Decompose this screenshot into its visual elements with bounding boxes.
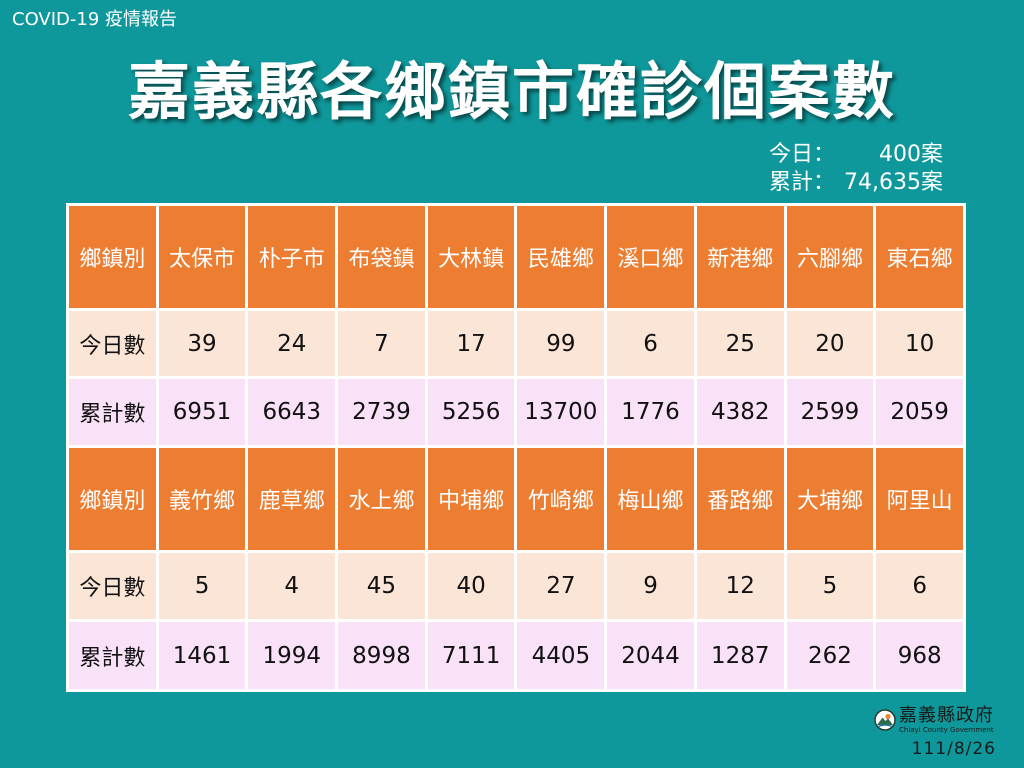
- report-date: 111/8/26: [911, 739, 996, 759]
- district-name-cell: 竹崎鄉: [517, 448, 605, 550]
- today-label: 今日：: [769, 142, 836, 167]
- today-count-cell: 27: [517, 553, 605, 619]
- district-name-cell: 義竹鄉: [158, 448, 246, 550]
- case-table: 鄉鎮別 太保市 朴子市 布袋鎮 大林鎮 民雄鄉 溪口鄉 新港鄉 六腳鄉 東石鄉 今日數 39 24 7 17…: [66, 203, 966, 692]
- today-count-cell: 40: [427, 553, 515, 619]
- today-count-cell: 25: [696, 311, 784, 376]
- total-count-cell: 1994: [248, 622, 336, 689]
- today-count-cell: 7: [338, 311, 425, 376]
- today-count-cell: 4: [248, 553, 336, 619]
- row-label-today: 今日數: [69, 311, 156, 376]
- total-count-cell: 1776: [607, 379, 694, 445]
- today-count-cell: 99: [517, 311, 605, 376]
- total-count-cell: 2599: [786, 379, 874, 445]
- district-name-cell: 六腳鄉: [786, 206, 874, 308]
- total-count-cell: 2044: [607, 622, 694, 689]
- today-count-cell: 39: [158, 311, 246, 376]
- district-name-cell: 東石鄉: [876, 206, 963, 308]
- total-count-cell: 4405: [517, 622, 605, 689]
- district-name-cell: 鹿草鄉: [248, 448, 336, 550]
- district-name-cell: 大林鎮: [427, 206, 515, 308]
- org-name: 嘉義縣政府: [899, 705, 994, 726]
- total-count-cell: 2739: [338, 379, 425, 445]
- today-count-cell: 20: [786, 311, 874, 376]
- total-count-cell: 4382: [696, 379, 784, 445]
- row-label-total: 累計數: [69, 622, 156, 689]
- row-label-total: 累計數: [69, 379, 156, 445]
- today-count-cell: 9: [607, 553, 694, 619]
- today-count-cell: 5: [158, 553, 246, 619]
- page-title: 嘉義縣各鄉鎮市確診個案數: [127, 55, 896, 128]
- district-name-cell: 梅山鄉: [607, 448, 694, 550]
- total-count-cell: 13700: [517, 379, 605, 445]
- total-count-cell: 6951: [158, 379, 246, 445]
- total-count-cell: 968: [876, 622, 963, 689]
- today-value: 400案: [879, 142, 943, 167]
- today-count-cell: 5: [786, 553, 874, 619]
- row-label-district: 鄉鎮別: [69, 206, 156, 308]
- today-count-cell: 6: [876, 553, 963, 619]
- district-name-cell: 太保市: [158, 206, 246, 308]
- total-value: 74,635案: [844, 170, 943, 195]
- total-count-cell: 2059: [876, 379, 963, 445]
- total-count-cell: 1461: [158, 622, 246, 689]
- district-name-cell: 溪口鄉: [607, 206, 694, 308]
- district-name-cell: 朴子市: [248, 206, 336, 308]
- case-summary: 今日： 400案 累計： 74,635案: [769, 141, 943, 197]
- district-name-cell: 民雄鄉: [517, 206, 605, 308]
- org-name-en: Chiayi County Government: [899, 726, 994, 734]
- today-count-cell: 12: [696, 553, 784, 619]
- org-text: 嘉義縣政府 Chiayi County Government: [899, 705, 994, 735]
- total-count-cell: 7111: [427, 622, 515, 689]
- district-name-cell: 大埔鄉: [786, 448, 874, 550]
- row-label-district: 鄉鎮別: [69, 448, 156, 550]
- district-name-cell: 新港鄉: [696, 206, 784, 308]
- district-name-cell: 水上鄉: [338, 448, 425, 550]
- total-count-cell: 6643: [248, 379, 336, 445]
- report-label: COVID-19 疫情報告: [12, 9, 178, 30]
- district-name-cell: 布袋鎮: [338, 206, 425, 308]
- district-name-cell: 番路鄉: [696, 448, 784, 550]
- county-logo-icon: [874, 709, 896, 731]
- row-label-today: 今日數: [69, 553, 156, 619]
- total-count-cell: 1287: [696, 622, 784, 689]
- district-name-cell: 中埔鄉: [427, 448, 515, 550]
- district-name-cell: 阿里山: [876, 448, 963, 550]
- today-count-cell: 17: [427, 311, 515, 376]
- today-count-cell: 45: [338, 553, 425, 619]
- today-count-cell: 6: [607, 311, 694, 376]
- total-count-cell: 262: [786, 622, 874, 689]
- total-count-cell: 8998: [338, 622, 425, 689]
- today-count-cell: 10: [876, 311, 963, 376]
- total-label: 累計：: [769, 170, 836, 195]
- org-signature: 嘉義縣政府 Chiayi County Government: [874, 706, 994, 734]
- today-count-cell: 24: [248, 311, 336, 376]
- total-count-cell: 5256: [427, 379, 515, 445]
